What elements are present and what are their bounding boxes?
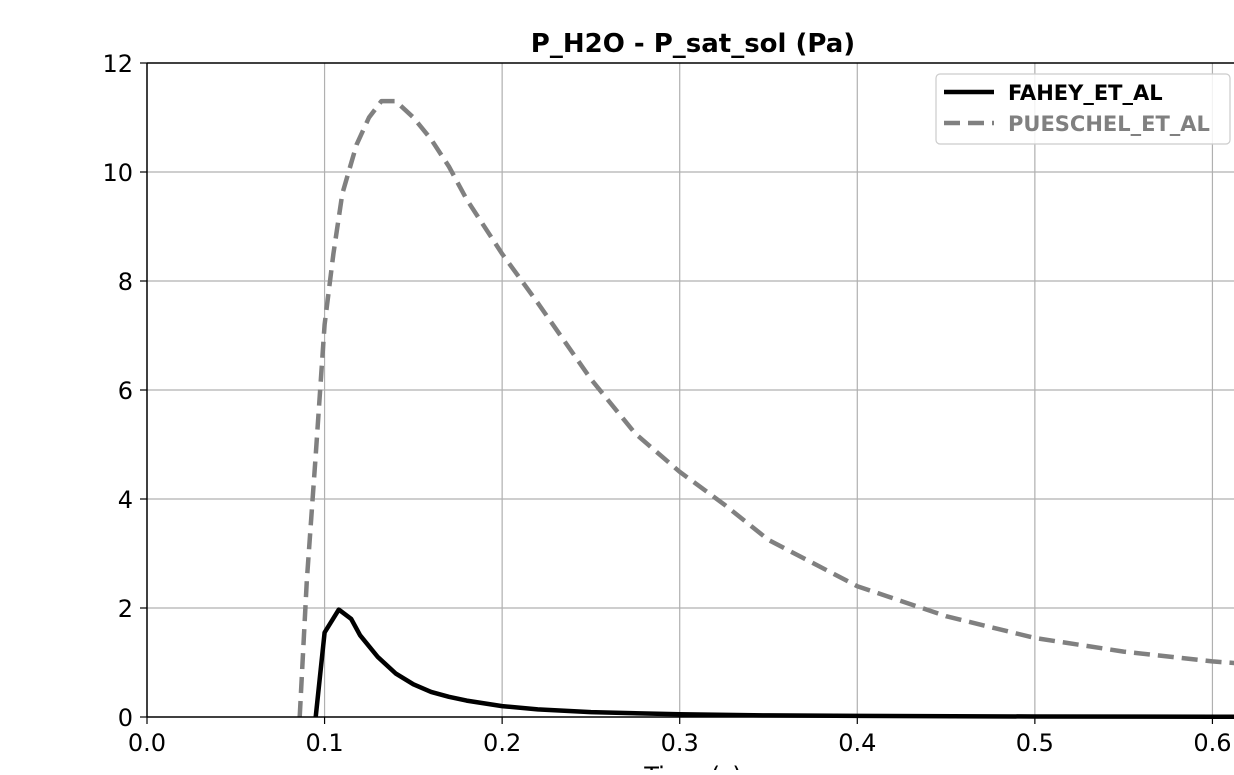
grid-layer bbox=[147, 63, 1234, 717]
y-tick-label: 10 bbox=[102, 159, 133, 187]
legend: FAHEY_ET_AL PUESCHEL_ET_AL bbox=[935, 73, 1231, 145]
x-tick-label: 0.4 bbox=[838, 729, 876, 757]
series-line-fahey-et-al bbox=[313, 607, 1234, 719]
x-tick-label: 0.0 bbox=[128, 729, 166, 757]
legend-box bbox=[935, 73, 1231, 145]
x-tick-label: 0.6 bbox=[1193, 729, 1231, 757]
y-tick-label: 0 bbox=[118, 704, 133, 732]
legend-label: FAHEY_ET_AL bbox=[1008, 81, 1163, 105]
y-tick-label: 4 bbox=[118, 486, 133, 514]
x-axis-label: Time (s) bbox=[643, 762, 742, 770]
chart-title: P_H2O - P_sat_sol (Pa) bbox=[531, 29, 855, 59]
x-tick-label: 0.5 bbox=[1016, 729, 1054, 757]
series-line-pueschel-et-al bbox=[297, 98, 1234, 718]
x-tick-label: 0.3 bbox=[661, 729, 699, 757]
legend-label: PUESCHEL_ET_AL bbox=[1008, 112, 1210, 136]
y-tick-label: 6 bbox=[118, 377, 133, 405]
series-layer bbox=[297, 98, 1234, 719]
y-tick-label: 8 bbox=[118, 268, 133, 296]
y-tick-label: 2 bbox=[118, 595, 133, 623]
ticks-layer: 0.00.10.20.30.40.50.60.7024681012 bbox=[102, 50, 1231, 757]
x-tick-label: 0.2 bbox=[483, 729, 521, 757]
y-tick-label: 12 bbox=[102, 50, 133, 78]
x-tick-label: 0.1 bbox=[305, 729, 343, 757]
